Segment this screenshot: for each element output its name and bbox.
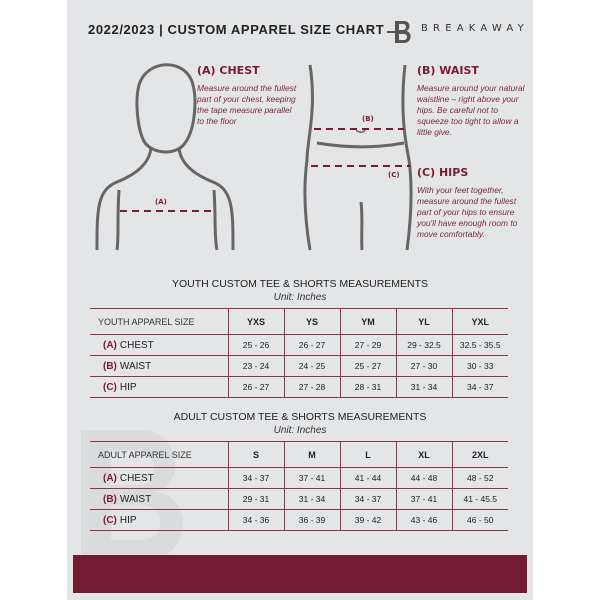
measurement-cell: 26 - 27 [227, 376, 284, 398]
measurement-cell: 27 - 30 [395, 355, 452, 377]
youth-table-title: YOUTH CUSTOM TEE & SHORTS MEASUREMENTS [171, 278, 429, 290]
measure-label: (A) CHEST [90, 334, 228, 356]
size-header: YM [339, 308, 396, 335]
body-illustration [95, 63, 413, 251]
breakaway-logo-icon [387, 21, 411, 43]
size-header: YS [283, 308, 340, 335]
size-header: M [283, 441, 340, 468]
measurement-cell: 26 - 27 [283, 334, 340, 356]
adult-size-table: ADULT APPAREL SIZE S M L XL 2XL (A) CHEST 34 - 3… [90, 441, 508, 531]
measurement-cell: 34 - 37 [339, 488, 396, 510]
waist-heading: (B) WAIST [417, 64, 479, 77]
measurement-cell: 46 - 50 [451, 509, 508, 531]
measure-label: (C) HIP [90, 376, 228, 398]
measurement-cell: 27 - 29 [339, 334, 396, 356]
measure-label: (A) CHEST [90, 467, 228, 489]
size-header: 2XL [451, 441, 508, 468]
measurement-cell: 25 - 27 [339, 355, 396, 377]
table-row: (C) HIP 26 - 27 27 - 28 28 - 31 31 - 34 34 - 3… [90, 376, 508, 398]
measurement-cell: 32.5 - 35.5 [451, 334, 508, 356]
brand-name: BREAKAWAY [421, 23, 529, 34]
measurement-cell: 25 - 26 [227, 334, 284, 356]
hips-description: With your feet together, measure around … [417, 185, 518, 239]
measurement-cell: 36 - 39 [283, 509, 340, 531]
footer-bar [73, 555, 527, 593]
row-label-header: YOUTH APPAREL SIZE [90, 308, 228, 335]
measurement-cell: 30 - 33 [451, 355, 508, 377]
adult-table-title: ADULT CUSTOM TEE & SHORTS MEASUREMENTS [173, 411, 427, 423]
measure-name: CHEST [119, 472, 154, 484]
measurement-cell: 34 - 37 [227, 467, 284, 489]
measure-name: HIP [119, 381, 137, 393]
measurement-cell: 48 - 52 [451, 467, 508, 489]
measurement-cell: 34 - 37 [451, 376, 508, 398]
measure-letter: (C) [103, 514, 117, 526]
youth-size-table: YOUTH APPAREL SIZE YXS YS YM YL YXL (A) CHEST 25… [90, 308, 508, 398]
measurement-cell: 39 - 42 [339, 509, 396, 531]
chest-marker: (A) [155, 198, 167, 206]
size-header: YXL [451, 308, 508, 335]
table-row: (A) CHEST 25 - 26 26 - 27 27 - 29 29 - 32.5 32… [90, 334, 508, 356]
measure-label: (C) HIP [90, 509, 228, 531]
measure-letter: (B) [103, 493, 117, 505]
measurement-cell: 34 - 36 [227, 509, 284, 531]
size-chart-page: 2022/2023 | CUSTOM APPAREL SIZE CHART BR… [67, 0, 533, 600]
measurement-cell: 31 - 34 [395, 376, 452, 398]
measurement-cell: 41 - 44 [339, 467, 396, 489]
measurement-cell: 27 - 28 [283, 376, 340, 398]
adult-unit: Unit: Inches [273, 425, 327, 436]
size-header: YL [395, 308, 452, 335]
measure-name: CHEST [119, 339, 154, 351]
measurement-cell: 41 - 45.5 [451, 488, 508, 510]
measure-name: HIP [119, 514, 137, 526]
table-row: (A) CHEST 34 - 37 37 - 41 41 - 44 44 - 48 48 -… [90, 467, 508, 489]
measure-letter: (B) [103, 360, 117, 372]
chest-description: Measure around the fullest part of your … [197, 83, 297, 126]
youth-unit: Unit: Inches [273, 292, 327, 303]
table-row: (B) WAIST 23 - 24 24 - 25 25 - 27 27 - 30 30 -… [90, 355, 508, 377]
size-header: S [227, 441, 284, 468]
hips-heading: (C) HIPS [417, 166, 469, 179]
measure-letter: (A) [103, 472, 117, 484]
measure-name: WAIST [119, 493, 152, 505]
table-row: (C) HIP 34 - 36 36 - 39 39 - 42 43 - 46 46 - 5… [90, 509, 508, 531]
measurement-cell: 44 - 48 [395, 467, 452, 489]
hips-marker: (C) [388, 171, 400, 179]
measurement-cell: 28 - 31 [339, 376, 396, 398]
measure-letter: (A) [103, 339, 117, 351]
page-title: 2022/2023 | CUSTOM APPAREL SIZE CHART [88, 22, 385, 37]
size-header: XL [395, 441, 452, 468]
waist-description: Measure around your natural waistline – … [417, 83, 525, 137]
waist-marker: (B) [362, 115, 374, 123]
measure-letter: (C) [103, 381, 117, 393]
measurement-cell: 29 - 31 [227, 488, 284, 510]
table-row: (B) WAIST 29 - 31 31 - 34 34 - 37 37 - 41 41 -… [90, 488, 508, 510]
measurement-cell: 43 - 46 [395, 509, 452, 531]
measure-label: (B) WAIST [90, 355, 228, 377]
chest-heading: (A) CHEST [197, 64, 260, 77]
size-header: L [339, 441, 396, 468]
measurement-cell: 24 - 25 [283, 355, 340, 377]
measure-name: WAIST [119, 360, 152, 372]
measure-label: (B) WAIST [90, 488, 228, 510]
measurement-cell: 31 - 34 [283, 488, 340, 510]
measurement-cell: 29 - 32.5 [395, 334, 452, 356]
size-header: YXS [227, 308, 284, 335]
header-row: ADULT APPAREL SIZE S M L XL 2XL [90, 441, 508, 468]
measurement-cell: 23 - 24 [227, 355, 284, 377]
row-label-header: ADULT APPAREL SIZE [90, 441, 228, 468]
measurement-cell: 37 - 41 [283, 467, 340, 489]
measurement-cell: 37 - 41 [395, 488, 452, 510]
header-row: YOUTH APPAREL SIZE YXS YS YM YL YXL [90, 308, 508, 335]
